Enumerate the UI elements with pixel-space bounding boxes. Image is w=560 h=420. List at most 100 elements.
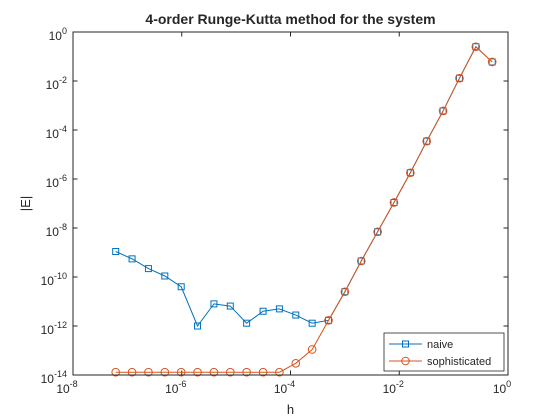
x-tick-base: 10 — [493, 382, 507, 396]
data-point-naive — [259, 307, 267, 315]
x-tick-base: 10 — [165, 382, 179, 396]
y-tick-exponent: -8 — [59, 222, 67, 232]
data-point-naive — [325, 316, 333, 324]
legend-marker-naive — [402, 340, 409, 348]
data-point-sophisticated — [176, 367, 186, 377]
y-tick-label: 10-14 — [41, 369, 67, 386]
data-point-sophisticated — [455, 73, 464, 83]
data-point-naive — [406, 169, 414, 177]
data-point-sophisticated — [406, 168, 415, 178]
data-point-naive — [308, 319, 316, 327]
data-point-naive — [226, 302, 234, 310]
data-point-sophisticated — [438, 106, 448, 116]
data-point-sophisticated — [389, 198, 399, 207]
plot-area-background — [73, 32, 508, 375]
chart-title: 4-order Runge-Kutta method for the syste… — [145, 11, 435, 27]
y-tick-base: 10 — [41, 274, 55, 288]
x-tick-exponent: -4 — [287, 379, 295, 389]
y-tick-exponent: -10 — [54, 271, 67, 281]
y-tick-base: 10 — [46, 78, 60, 92]
data-point-sophisticated — [258, 367, 268, 377]
data-point-sophisticated — [193, 367, 202, 377]
y-tick-label: 10-8 — [46, 222, 67, 239]
legend: naive sophisticated — [383, 332, 505, 372]
y-tick-base: 10 — [41, 323, 55, 337]
x-tick-exponent: 0 — [506, 379, 511, 389]
y-tick-label: 10-2 — [46, 75, 67, 92]
data-point-sophisticated — [422, 136, 432, 146]
data-point-naive — [439, 107, 447, 115]
x-tick-base: 10 — [383, 382, 397, 396]
y-tick-exponent: -12 — [54, 320, 67, 330]
x-axis-label: h — [287, 402, 294, 417]
y-tick-label: 10-6 — [46, 173, 67, 190]
data-point-sophisticated — [324, 316, 333, 325]
data-point-naive — [210, 300, 218, 308]
data-point-naive — [341, 288, 349, 296]
series-layer — [111, 42, 497, 377]
x-tick-exponent: -8 — [70, 379, 78, 389]
y-tick-base: 10 — [49, 29, 63, 43]
data-point-sophisticated — [209, 367, 219, 377]
series-sophisticated — [111, 42, 497, 377]
plot-area-frame — [72, 31, 509, 376]
data-point-naive — [177, 283, 185, 291]
y-tick-base: 10 — [46, 225, 60, 239]
series-line-sophisticated — [115, 45, 493, 373]
y-tick-base: 10 — [46, 176, 60, 190]
data-point-sophisticated — [356, 256, 366, 266]
data-point-naive — [472, 43, 480, 51]
legend-marker-sophisticated — [401, 356, 410, 366]
data-point-naive — [275, 305, 283, 313]
data-point-naive — [292, 311, 300, 319]
data-point-sophisticated — [111, 367, 121, 377]
data-point-naive — [357, 257, 365, 265]
data-point-naive — [161, 272, 169, 280]
data-point-sophisticated — [373, 227, 382, 237]
data-point-sophisticated — [471, 42, 481, 52]
ticks-group: 10-8 10-6 10-4 10-2 10010-1410-1210-1010-810… — [41, 26, 512, 396]
legend-label-naive: naive — [427, 339, 453, 351]
data-point-naive — [112, 247, 120, 255]
data-point-naive — [390, 198, 398, 206]
x-tick-label: 10-4 — [274, 379, 295, 396]
x-tick-exponent: -2 — [396, 379, 404, 389]
data-point-sophisticated — [291, 359, 301, 368]
y-tick-base: 10 — [41, 372, 55, 386]
data-point-sophisticated — [160, 367, 170, 377]
y-tick-exponent: -4 — [59, 124, 67, 134]
data-point-sophisticated — [127, 367, 137, 377]
data-point-naive — [144, 265, 152, 273]
x-tick-exponent: -6 — [178, 379, 186, 389]
x-tick-base: 10 — [274, 382, 288, 396]
y-tick-label: 10-10 — [41, 271, 67, 288]
x-tick-label: 100 — [493, 379, 511, 396]
y-axis-label: |E| — [18, 196, 33, 211]
data-point-sophisticated — [144, 367, 153, 377]
y-tick-exponent: -6 — [59, 173, 67, 183]
y-tick-label: 10-4 — [46, 124, 67, 141]
data-point-naive — [488, 58, 496, 66]
data-point-naive — [243, 319, 251, 327]
data-point-sophisticated — [340, 287, 350, 297]
data-point-sophisticated — [225, 367, 235, 377]
x-tick-label: 10-8 — [56, 379, 77, 396]
x-tick-label: 10-2 — [383, 379, 404, 396]
x-tick-label: 10-6 — [165, 379, 186, 396]
data-point-sophisticated — [275, 367, 284, 377]
y-tick-exponent: -14 — [54, 369, 67, 379]
y-tick-exponent: -2 — [59, 75, 67, 85]
data-point-sophisticated — [487, 57, 497, 67]
y-tick-exponent: 0 — [62, 26, 67, 36]
legend-label-sophisticated: sophisticated — [427, 356, 491, 368]
data-point-naive — [455, 74, 463, 82]
data-point-naive — [194, 322, 202, 330]
data-point-naive — [423, 137, 431, 145]
data-point-sophisticated — [242, 367, 251, 377]
data-point-naive — [128, 255, 136, 263]
y-tick-base: 10 — [46, 127, 60, 141]
x-tick-base: 10 — [56, 382, 70, 396]
y-tick-label: 100 — [49, 26, 67, 43]
